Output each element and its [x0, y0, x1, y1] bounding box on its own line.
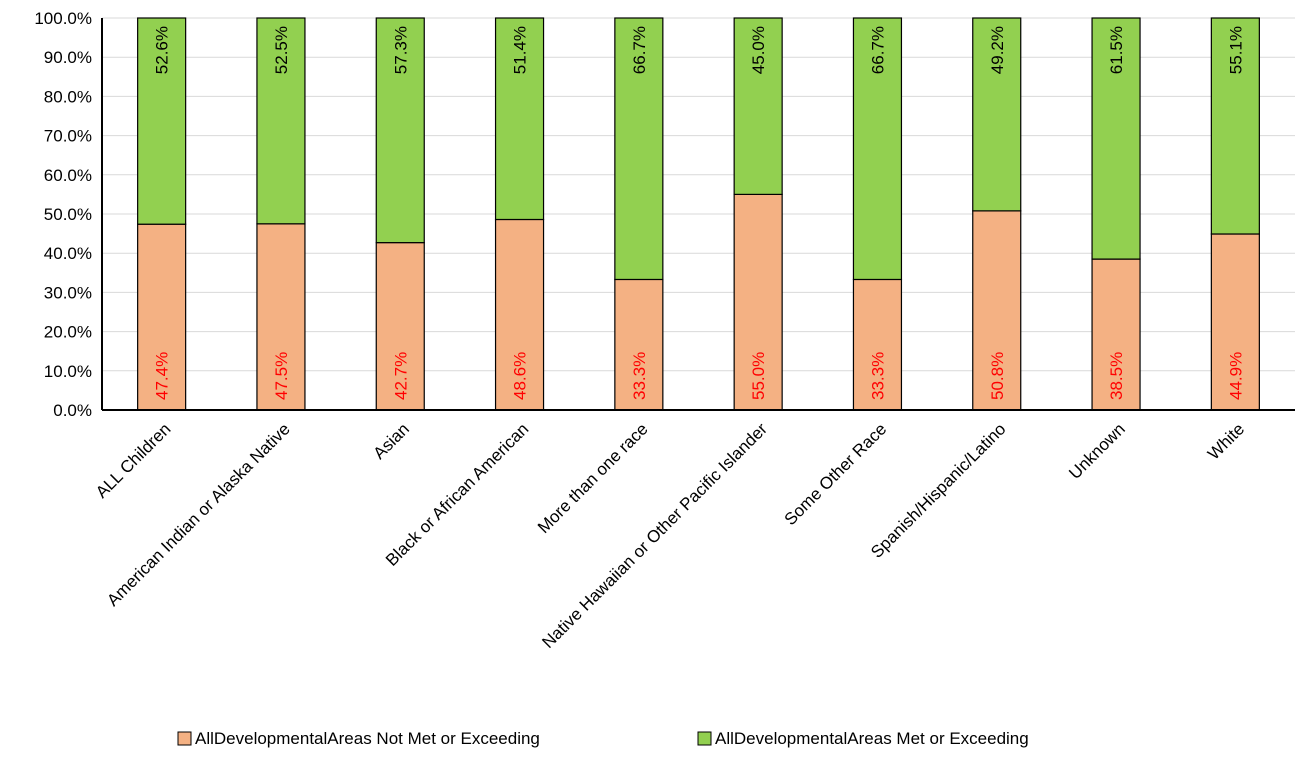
y-tick-label: 0.0% — [53, 401, 92, 420]
legend: AllDevelopmentalAreas Not Met or Exceedi… — [177, 729, 1029, 748]
legend-swatch — [697, 731, 712, 746]
x-category-label: Some Other Race — [781, 419, 891, 529]
bar-segment-not-met — [1091, 258, 1141, 411]
y-tick-label: 70.0% — [44, 127, 92, 146]
y-tick-label: 100.0% — [34, 9, 92, 28]
data-label: 61.5% — [1107, 26, 1126, 74]
data-label: 33.3% — [868, 352, 887, 400]
bar-segment-not-met — [852, 278, 903, 411]
bar-segment-not-met — [614, 278, 664, 411]
data-label: 44.9% — [1226, 352, 1245, 400]
bar-segment-met — [972, 17, 1022, 212]
y-tick-label: 90.0% — [44, 48, 92, 67]
data-label: 66.7% — [868, 26, 887, 74]
x-category-label: More than one race — [534, 419, 652, 537]
y-tick-labels: 0.0% 10.0% 20.0% 30.0% 40.0% 50.0% 60.0% 70.0% 8… — [34, 9, 92, 420]
x-category-label: Asian — [370, 419, 414, 463]
data-label: 38.5% — [1107, 352, 1126, 400]
y-tick-label: 60.0% — [44, 166, 92, 185]
bar-segment-met — [852, 17, 903, 281]
y-tick-label: 20.0% — [44, 323, 92, 342]
bar-segment-met — [1210, 17, 1260, 235]
data-label: 52.6% — [153, 26, 172, 74]
data-label: 49.2% — [988, 26, 1007, 74]
y-tick-label: 30.0% — [44, 283, 92, 302]
y-tick-label: 40.0% — [44, 244, 92, 263]
legend-label: AllDevelopmentalAreas Not Met or Exceedi… — [195, 729, 540, 748]
data-label: 47.4% — [153, 352, 172, 400]
bar-segment-met — [256, 17, 306, 225]
bar-segment-not-met — [972, 210, 1022, 411]
bar-segment-not-met — [1210, 233, 1260, 411]
bar-segment-met — [494, 17, 545, 221]
y-tick-label: 10.0% — [44, 362, 92, 381]
data-label: 33.3% — [630, 352, 649, 400]
bar-segment-met — [375, 17, 425, 244]
legend-swatch — [177, 731, 192, 746]
bar-segment-not-met — [733, 193, 783, 411]
bar-segment-not-met — [494, 218, 545, 411]
axes — [101, 18, 1295, 411]
data-label: 42.7% — [391, 352, 410, 400]
bar-segment-met — [733, 17, 783, 195]
data-label: 48.6% — [511, 352, 530, 400]
data-label: 52.5% — [272, 26, 291, 74]
data-label: 55.0% — [749, 352, 768, 400]
data-label: 51.4% — [511, 26, 530, 74]
data-label: 47.5% — [272, 352, 291, 400]
data-label: 55.1% — [1226, 26, 1245, 74]
data-label: 45.0% — [749, 26, 768, 74]
bar-segment-met — [137, 17, 187, 225]
y-tick-label: 80.0% — [44, 87, 92, 106]
data-label: 66.7% — [630, 26, 649, 74]
x-category-label: Spanish/Hispanic/Latino — [867, 419, 1009, 561]
x-category-label: Black or African American — [382, 419, 532, 569]
y-tick-label: 50.0% — [44, 205, 92, 224]
bar-segment-met — [1091, 17, 1141, 260]
x-category-label: Unknown — [1065, 419, 1129, 483]
data-label: 50.8% — [988, 352, 1007, 400]
data-label: 57.3% — [391, 26, 410, 74]
legend-label: AllDevelopmentalAreas Met or Exceeding — [715, 729, 1029, 748]
x-category-label: ALL Children — [92, 419, 174, 501]
bar-segment-met — [614, 17, 664, 281]
x-category-label: Native Hawaiian or Other Pacific Islande… — [538, 419, 771, 652]
x-category-label: White — [1204, 419, 1248, 463]
bars: 47.4% 52.6% 47.5% 52.5% 42.7% 57.3% 48.6% 51.4%… — [137, 17, 1260, 411]
